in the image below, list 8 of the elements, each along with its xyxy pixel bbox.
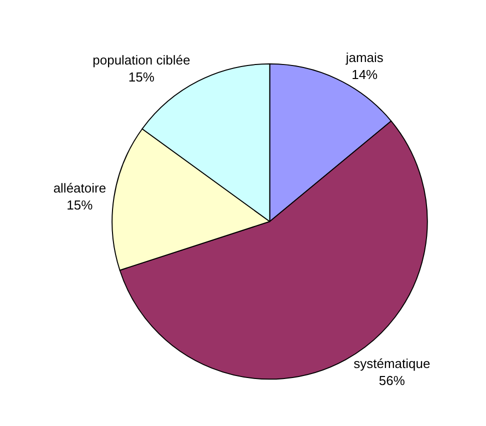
data-label: 15%	[128, 69, 155, 84]
slice-label: systématique	[354, 356, 430, 371]
data-label: 14%	[352, 66, 378, 82]
data-label: 56%	[378, 372, 406, 388]
slice-label: jamais	[344, 50, 384, 65]
data-label: 15%	[66, 197, 94, 212]
slice-label: population ciblée	[92, 52, 190, 68]
slice-label: alléatoire	[53, 180, 106, 196]
